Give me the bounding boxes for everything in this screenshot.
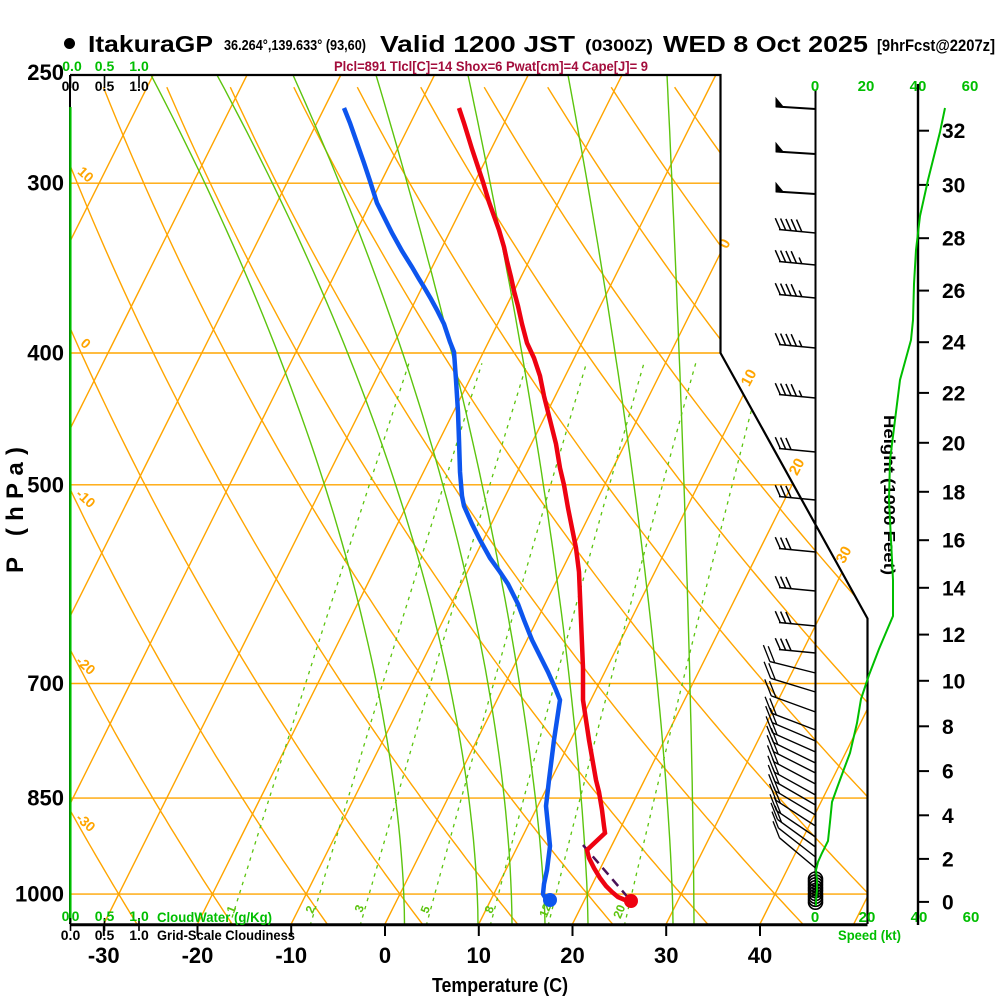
svg-text:10: 10 (467, 943, 491, 968)
svg-text:20: 20 (786, 456, 809, 479)
svg-text:0: 0 (942, 891, 954, 914)
svg-text:1.0: 1.0 (129, 908, 149, 924)
svg-text:Valid 1200 JST: Valid 1200 JST (380, 31, 575, 57)
svg-text:6: 6 (942, 761, 954, 784)
svg-text:0: 0 (62, 908, 70, 924)
svg-text:0.5: 0.5 (95, 78, 115, 94)
svg-text:4: 4 (942, 805, 954, 828)
svg-text:-30: -30 (88, 943, 120, 968)
svg-text:ItakuraGP: ItakuraGP (88, 31, 213, 57)
svg-text:18: 18 (942, 481, 966, 504)
svg-text:22: 22 (942, 382, 965, 405)
svg-text:[9hrFcst@2207z]: [9hrFcst@2207z] (877, 36, 995, 55)
svg-text:0: 0 (811, 78, 819, 95)
svg-text:CloudWater (g/Kg): CloudWater (g/Kg) (157, 909, 272, 925)
svg-text:0: 0 (72, 78, 80, 94)
svg-text:1000: 1000 (15, 882, 64, 907)
svg-text:0.0: 0.0 (62, 58, 82, 74)
svg-text:3: 3 (352, 902, 368, 914)
svg-text:1: 1 (224, 903, 240, 915)
svg-text:32: 32 (942, 120, 965, 143)
svg-text:250: 250 (27, 60, 64, 85)
svg-text:20: 20 (859, 909, 876, 926)
svg-text:Grid-Scale Cloudiness: Grid-Scale Cloudiness (157, 927, 295, 943)
svg-text:10: 10 (942, 670, 965, 693)
svg-text:40: 40 (748, 943, 772, 968)
svg-text:0.5: 0.5 (95, 927, 115, 943)
svg-text:500: 500 (27, 472, 64, 497)
svg-text:20: 20 (942, 432, 965, 455)
svg-text:36.264°,139.633° (93,60): 36.264°,139.633° (93,60) (224, 37, 366, 54)
svg-text:0.5: 0.5 (95, 58, 115, 74)
svg-text:Temperature (C): Temperature (C) (432, 975, 568, 997)
svg-text:Speed (kt): Speed (kt) (838, 927, 901, 943)
svg-text:30: 30 (654, 943, 678, 968)
svg-text:0: 0 (811, 909, 819, 926)
svg-text:14: 14 (942, 577, 966, 600)
svg-text:20: 20 (560, 943, 584, 968)
svg-text:16: 16 (942, 530, 965, 553)
svg-text:60: 60 (963, 909, 980, 926)
svg-text:400: 400 (27, 341, 64, 366)
svg-text:8: 8 (942, 716, 954, 739)
svg-text:20: 20 (858, 78, 875, 95)
svg-text:850: 850 (27, 786, 64, 811)
svg-text:8: 8 (482, 903, 498, 915)
svg-text:-10: -10 (275, 943, 307, 968)
svg-text:-20: -20 (182, 943, 214, 968)
svg-text:28: 28 (942, 228, 966, 251)
svg-text:12: 12 (942, 624, 965, 647)
svg-text:0: 0 (72, 908, 80, 924)
svg-text:1.0: 1.0 (129, 927, 149, 943)
svg-text:24: 24 (942, 332, 966, 355)
svg-text:20: 20 (610, 902, 628, 920)
svg-text:5: 5 (418, 903, 434, 915)
svg-text:10: 10 (738, 367, 761, 390)
svg-text:2: 2 (942, 848, 954, 871)
svg-text:0.5: 0.5 (95, 908, 115, 924)
svg-text:0: 0 (62, 78, 70, 94)
svg-text:30: 30 (833, 544, 856, 567)
svg-text:1.0: 1.0 (129, 58, 149, 74)
svg-text:WED 8 Oct 2025: WED 8 Oct 2025 (663, 31, 868, 57)
svg-text:2: 2 (303, 903, 319, 915)
svg-text:Plcl=891 Tlcl[C]=14 Shox=6 Pwa: Plcl=891 Tlcl[C]=14 Shox=6 Pwat[cm]=4 Ca… (334, 58, 648, 74)
svg-text:(0300Z): (0300Z) (585, 36, 653, 55)
svg-text:300: 300 (27, 171, 64, 196)
svg-text:60: 60 (962, 78, 979, 95)
svg-text:26: 26 (942, 280, 965, 303)
svg-text:700: 700 (27, 671, 64, 696)
svg-text:0.0: 0.0 (61, 927, 81, 943)
svg-text:30: 30 (942, 174, 965, 197)
svg-text:0: 0 (379, 943, 391, 968)
svg-text:1.0: 1.0 (129, 78, 149, 94)
